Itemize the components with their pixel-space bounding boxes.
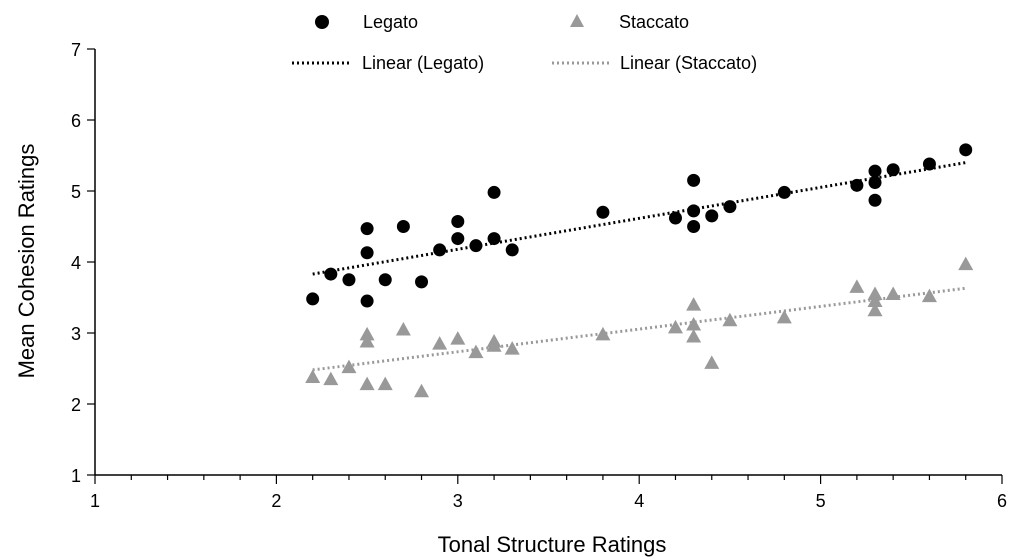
x-tick-label: 2 bbox=[271, 491, 281, 511]
point-staccato bbox=[667, 319, 683, 334]
point-staccato bbox=[395, 321, 411, 336]
point-legato bbox=[668, 211, 682, 225]
point-staccato bbox=[849, 279, 865, 293]
point-staccato bbox=[450, 331, 466, 345]
point-staccato bbox=[867, 286, 883, 300]
y-tick-label: 6 bbox=[71, 111, 81, 131]
point-staccato bbox=[504, 341, 520, 355]
legend-label-linear-staccato: Linear (Staccato) bbox=[620, 53, 757, 73]
point-staccato bbox=[359, 376, 375, 391]
y-tick-label: 2 bbox=[71, 395, 81, 415]
point-staccato bbox=[468, 344, 484, 359]
y-tick-label: 7 bbox=[71, 40, 81, 60]
data-points bbox=[305, 143, 974, 398]
point-legato bbox=[959, 143, 973, 157]
point-legato bbox=[306, 292, 320, 306]
y-tick-label: 1 bbox=[71, 466, 81, 486]
point-legato bbox=[487, 232, 501, 246]
point-legato bbox=[723, 200, 737, 214]
point-legato bbox=[886, 163, 900, 177]
point-staccato bbox=[359, 334, 375, 348]
point-legato bbox=[451, 232, 465, 246]
point-staccato bbox=[486, 338, 502, 352]
point-legato bbox=[360, 294, 374, 308]
point-staccato bbox=[414, 383, 430, 398]
point-legato bbox=[487, 185, 501, 199]
legend-label-legato: Legato bbox=[363, 12, 418, 32]
point-staccato bbox=[885, 286, 901, 300]
point-staccato bbox=[595, 326, 611, 341]
point-legato bbox=[433, 243, 447, 257]
trendlines bbox=[312, 161, 966, 372]
point-staccato bbox=[958, 256, 974, 271]
legend-label-linear-legato: Linear (Legato) bbox=[362, 53, 484, 73]
x-tick-label: 5 bbox=[816, 491, 826, 511]
x-axis-title: Tonal Structure Ratings bbox=[438, 532, 667, 557]
axes: 1 2 3 4 5 6 1 2 3 4 5 6 7 bbox=[71, 40, 1007, 511]
y-tick-label: 3 bbox=[71, 324, 81, 344]
x-tick-label: 6 bbox=[997, 491, 1007, 511]
point-staccato bbox=[686, 297, 702, 311]
point-staccato bbox=[704, 355, 720, 369]
point-legato bbox=[687, 173, 701, 187]
point-staccato bbox=[359, 326, 375, 341]
point-legato bbox=[505, 243, 519, 257]
y-axis-title: Mean Cohesion Ratings bbox=[14, 144, 39, 379]
point-legato bbox=[705, 209, 719, 223]
point-legato bbox=[868, 193, 882, 207]
point-legato bbox=[324, 267, 338, 281]
point-legato bbox=[596, 205, 610, 219]
point-legato bbox=[415, 275, 429, 289]
point-staccato bbox=[341, 359, 357, 374]
point-legato bbox=[360, 246, 374, 260]
point-legato bbox=[342, 273, 356, 287]
point-legato bbox=[451, 215, 465, 229]
y-tick-label: 5 bbox=[71, 182, 81, 202]
point-legato bbox=[687, 204, 701, 218]
point-legato bbox=[469, 239, 483, 253]
legend-label-staccato: Staccato bbox=[619, 12, 689, 32]
legend: Legato Staccato Linear (Legato) Linear (… bbox=[292, 12, 757, 73]
point-staccato bbox=[305, 369, 321, 384]
point-legato bbox=[777, 185, 791, 199]
legend-marker-legato bbox=[315, 15, 329, 29]
point-staccato bbox=[686, 329, 702, 343]
x-tick-label: 1 bbox=[90, 491, 100, 511]
y-tick-label: 4 bbox=[71, 253, 81, 273]
point-staccato bbox=[377, 376, 393, 391]
point-staccato bbox=[722, 312, 738, 327]
point-legato bbox=[378, 273, 392, 287]
point-staccato bbox=[686, 316, 702, 331]
trendline-legato bbox=[312, 161, 966, 276]
x-tick-label: 4 bbox=[634, 491, 644, 511]
x-tick-label: 3 bbox=[453, 491, 463, 511]
point-staccato bbox=[867, 302, 883, 317]
legend-marker-staccato bbox=[570, 14, 584, 27]
point-staccato bbox=[776, 309, 792, 324]
point-legato bbox=[396, 220, 410, 233]
point-legato bbox=[687, 220, 701, 233]
point-legato bbox=[922, 157, 936, 171]
trendline-staccato bbox=[312, 286, 966, 372]
point-legato bbox=[868, 164, 882, 178]
point-staccato bbox=[867, 293, 883, 308]
point-staccato bbox=[921, 288, 937, 303]
point-legato bbox=[850, 178, 864, 192]
point-legato bbox=[868, 175, 882, 189]
point-legato bbox=[360, 222, 374, 236]
point-staccato bbox=[432, 336, 448, 350]
point-staccato bbox=[323, 371, 339, 386]
